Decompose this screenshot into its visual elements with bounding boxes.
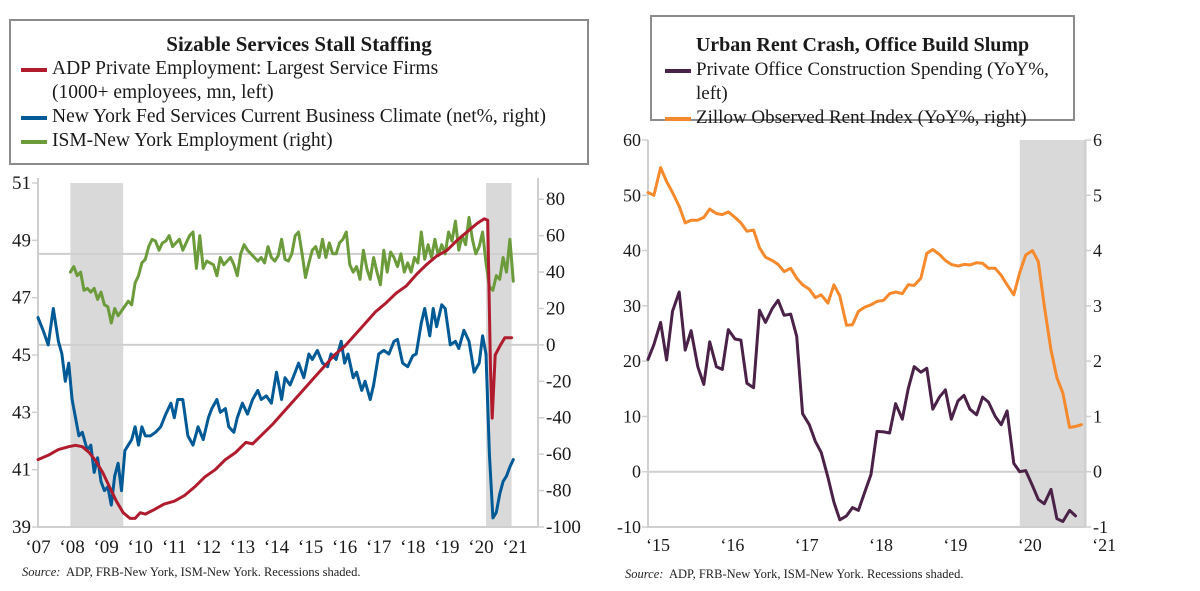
left-x-tick-label: ‘17 [366, 537, 391, 558]
left-right-tick-label: -20 [546, 371, 571, 392]
legend-label-zillow: Zillow Observed Rent Index (YoY%, right) [696, 107, 1027, 128]
left-chart-legend: Sizable Services Stall Staffing ADP Priv… [9, 19, 589, 165]
right-right-tick-label: 4 [1093, 241, 1102, 261]
legend-swatch-ism [21, 140, 47, 144]
left-right-tick-label: 80 [546, 189, 565, 210]
left-left-tick-label: 49 [12, 230, 31, 251]
left-left-tick-label: 41 [12, 460, 31, 481]
left-x-tick-label: ‘21 [502, 537, 527, 558]
legend-label-ism: ISM-New York Employment (right) [52, 130, 333, 151]
legend-label-office: Private Office Construction Spending (Yo… [696, 59, 1049, 104]
legend-label-adp: ADP Private Employment: Largest Service … [52, 57, 438, 105]
right-left-tick-label: 40 [623, 241, 641, 261]
left-x-tick-label: ‘09 [93, 537, 118, 558]
right-source-label: Source: [625, 567, 664, 581]
left-x-tick-label: ‘13 [230, 537, 255, 558]
left-chart-title: Sizable Services Stall Staffing [166, 32, 432, 56]
legend-item-office: Private Office Construction Spending (Yo… [652, 58, 1073, 106]
right-chart-title: Urban Rent Crash, Office Build Slump [695, 34, 1030, 56]
right-right-tick-label: 2 [1093, 351, 1102, 371]
left-right-tick-label: 0 [546, 335, 556, 356]
right-left-tick-label: 0 [632, 462, 641, 482]
left-x-tick-label: ‘18 [400, 537, 425, 558]
left-x-tick-label: ‘16 [332, 537, 357, 558]
left-right-tick-label: 40 [546, 262, 565, 283]
right-x-tick-label: ‘18 [869, 535, 893, 555]
right-left-tick-label: 20 [623, 351, 641, 371]
legend-item-adp: ADP Private Employment: Largest Service … [11, 57, 587, 105]
left-x-tick-label: ‘11 [162, 537, 187, 558]
left-x-tick-label: ‘14 [264, 537, 290, 558]
right-x-tick-label: ‘21 [1092, 535, 1116, 555]
right-x-tick-label: ‘20 [1018, 535, 1042, 555]
legend-swatch-office [665, 69, 691, 73]
right-x-tick-label: ‘17 [795, 535, 819, 555]
legend-item-ism: ISM-New York Employment (right) [11, 129, 587, 153]
legend-item-nyfed: New York Fed Services Current Business C… [11, 105, 587, 129]
left-left-tick-label: 47 [12, 288, 31, 309]
left-left-tick-label: 39 [12, 517, 31, 538]
legend-swatch-adp [21, 68, 47, 72]
right-series-zillow-observed-rent-index [646, 166, 1083, 429]
left-chart-panel: Sizable Services Stall Staffing ADP Priv… [9, 19, 589, 580]
left-right-tick-label: -100 [546, 517, 581, 538]
right-right-tick-label: -1 [1093, 517, 1108, 537]
right-right-tick-label: 3 [1093, 296, 1102, 316]
left-recession-band [70, 183, 124, 527]
legend-swatch-nyfed [21, 116, 47, 120]
right-series-private-office-construction-spending [646, 290, 1077, 523]
right-x-tick-label: ‘16 [720, 535, 744, 555]
right-chart-legend: Urban Rent Crash, Office Build Slump Pri… [650, 15, 1075, 128]
legend-label-adp-line2: (1000+ employees, mn, left) [52, 82, 274, 103]
left-right-tick-label: 20 [546, 298, 565, 319]
right-chart-panel: Urban Rent Crash, Office Build Slump Pri… [600, 0, 1200, 591]
left-series-ism-new-york-employment [68, 215, 515, 325]
right-x-tick-label: ‘15 [646, 535, 670, 555]
left-x-tick-label: ‘15 [298, 537, 323, 558]
right-left-tick-label: 10 [623, 406, 641, 426]
left-right-tick-label: -40 [546, 408, 571, 429]
left-series-new-york-fed-services-current-business-climate [36, 303, 515, 520]
right-recession-band [1019, 140, 1087, 527]
left-source-text: ADP, FRB-New York, ISM-New York. Recessi… [65, 565, 361, 579]
right-left-tick-label: 60 [623, 130, 641, 150]
left-left-tick-label: 51 [12, 173, 31, 194]
right-source-text: ADP, FRB-New York, ISM-New York. Recessi… [668, 567, 964, 581]
left-right-tick-label: -80 [546, 481, 571, 502]
legend-label-adp-line1: ADP Private Employment: Largest Service … [52, 58, 439, 79]
left-x-tick-label: ‘10 [128, 537, 153, 558]
left-series-adp-private-employment-largest-service-firms [36, 217, 514, 520]
left-x-tick-label: ‘12 [196, 537, 221, 558]
left-source-label: Source: [22, 565, 61, 579]
left-left-tick-label: 43 [12, 402, 31, 423]
right-right-tick-label: 6 [1093, 130, 1102, 150]
right-source-note: Source: ADP, FRB-New York, ISM-New York.… [625, 567, 963, 582]
left-x-tick-label: ‘08 [59, 537, 84, 558]
left-recession-band [486, 183, 512, 527]
right-left-tick-label: -10 [617, 517, 641, 537]
right-right-tick-label: 1 [1093, 406, 1102, 426]
left-left-tick-label: 45 [12, 345, 31, 366]
left-source-note: Source: ADP, FRB-New York, ISM-New York.… [22, 565, 360, 580]
left-x-tick-label: ‘20 [468, 537, 493, 558]
left-x-tick-label: ‘07 [25, 537, 50, 558]
right-x-tick-label: ‘19 [943, 535, 967, 555]
left-x-tick-label: ‘19 [434, 537, 459, 558]
left-right-tick-label: -60 [546, 444, 571, 465]
right-left-tick-label: 30 [623, 296, 641, 316]
left-right-tick-label: 60 [546, 226, 565, 247]
legend-swatch-zillow [665, 117, 691, 121]
right-right-tick-label: 5 [1093, 185, 1102, 205]
right-right-tick-label: 0 [1093, 462, 1102, 482]
right-left-tick-label: 50 [623, 185, 641, 205]
legend-label-nyfed: New York Fed Services Current Business C… [52, 106, 546, 127]
legend-item-zillow: Zillow Observed Rent Index (YoY%, right) [652, 106, 1073, 130]
